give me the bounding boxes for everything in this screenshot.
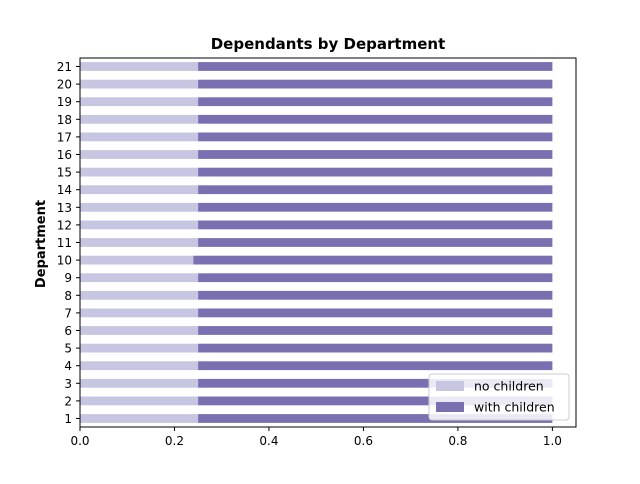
bar-with-children-dept-17 bbox=[198, 132, 553, 142]
y-tick-label-dept-2: 2 bbox=[64, 394, 72, 408]
y-tick-label-dept-17: 17 bbox=[57, 130, 72, 144]
x-tick-label: 0.4 bbox=[259, 434, 278, 448]
bar-no-children-dept-11 bbox=[80, 238, 199, 247]
bar-no-children-dept-18 bbox=[80, 114, 199, 124]
bar-with-children-dept-8 bbox=[198, 290, 553, 300]
bar-no-children-dept-5 bbox=[80, 343, 199, 353]
y-tick-label-dept-11: 11 bbox=[57, 236, 72, 250]
bar-no-children-dept-4 bbox=[80, 361, 199, 371]
bar-no-children-dept-17 bbox=[80, 132, 199, 142]
bar-with-children-dept-14 bbox=[198, 185, 553, 195]
bar-with-children-dept-19 bbox=[198, 97, 553, 107]
y-tick-label-dept-18: 18 bbox=[57, 113, 72, 127]
y-tick-label-dept-9: 9 bbox=[64, 271, 72, 285]
y-axis-label: Department bbox=[34, 200, 49, 288]
bar-with-children-dept-20 bbox=[198, 79, 553, 89]
bar-with-children-dept-12 bbox=[198, 220, 553, 230]
bar-with-children-dept-2 bbox=[198, 396, 553, 406]
bar-no-children-dept-12 bbox=[80, 220, 199, 230]
y-tick-label-dept-10: 10 bbox=[57, 254, 72, 268]
legend: no children with children bbox=[428, 373, 570, 421]
bar-with-children-dept-11 bbox=[198, 238, 553, 247]
bar-with-children-dept-13 bbox=[198, 202, 553, 212]
bar-with-children-dept-6 bbox=[198, 326, 553, 335]
bar-no-children-dept-10 bbox=[80, 255, 194, 265]
bar-no-children-dept-19 bbox=[80, 97, 199, 107]
bar-no-children-dept-1 bbox=[80, 414, 199, 423]
bar-with-children-dept-10 bbox=[193, 255, 553, 265]
bar-with-children-dept-3 bbox=[198, 378, 553, 388]
bar-with-children-dept-9 bbox=[198, 273, 553, 283]
bar-no-children-dept-3 bbox=[80, 378, 199, 388]
bar-no-children-dept-7 bbox=[80, 308, 199, 318]
bar-no-children-dept-21 bbox=[80, 62, 199, 71]
y-tick-label-dept-14: 14 bbox=[57, 183, 72, 197]
legend-swatch-no-children bbox=[436, 381, 464, 391]
bar-no-children-dept-2 bbox=[80, 396, 199, 406]
y-tick-label-dept-20: 20 bbox=[57, 78, 72, 92]
legend-swatch-with-children bbox=[436, 402, 464, 412]
bar-with-children-dept-5 bbox=[198, 343, 553, 353]
bar-with-children-dept-16 bbox=[198, 150, 553, 159]
axes-layer: 0.0 0.2 0.4 0.6 0.8 1.01234567891011121314151… bbox=[57, 57, 577, 448]
bar-with-children-dept-7 bbox=[198, 308, 553, 318]
y-tick-label-dept-16: 16 bbox=[57, 148, 72, 162]
x-tick-label: 0.0 bbox=[70, 434, 89, 448]
y-tick-label-dept-5: 5 bbox=[64, 342, 72, 356]
bar-no-children-dept-14 bbox=[80, 185, 199, 195]
bar-no-children-dept-20 bbox=[80, 79, 199, 89]
x-tick-label: 1.0 bbox=[543, 434, 562, 448]
bar-with-children-dept-15 bbox=[198, 167, 553, 177]
y-tick-label-dept-1: 1 bbox=[64, 412, 72, 426]
chart-title: Dependants by Department bbox=[211, 35, 446, 53]
bars-layer bbox=[80, 62, 553, 423]
y-tick-label-dept-21: 21 bbox=[57, 60, 72, 74]
bar-no-children-dept-13 bbox=[80, 202, 199, 212]
bar-no-children-dept-8 bbox=[80, 290, 199, 300]
legend-label-no-children: no children bbox=[474, 379, 544, 394]
x-tick-label: 0.8 bbox=[448, 434, 467, 448]
legend-label-with-children: with children bbox=[474, 400, 555, 415]
y-tick-label-dept-8: 8 bbox=[64, 289, 72, 303]
y-tick-label-dept-15: 15 bbox=[57, 166, 72, 180]
bar-no-children-dept-6 bbox=[80, 326, 199, 335]
bar-with-children-dept-4 bbox=[198, 361, 553, 371]
bar-with-children-dept-21 bbox=[198, 62, 553, 71]
y-tick-label-dept-19: 19 bbox=[57, 95, 72, 109]
bar-no-children-dept-15 bbox=[80, 167, 199, 177]
y-tick-label-dept-3: 3 bbox=[64, 377, 72, 391]
x-tick-label: 0.2 bbox=[165, 434, 184, 448]
bar-with-children-dept-18 bbox=[198, 114, 553, 124]
bar-with-children-dept-1 bbox=[198, 414, 553, 423]
y-tick-label-dept-12: 12 bbox=[57, 218, 72, 232]
bar-no-children-dept-9 bbox=[80, 273, 199, 283]
bar-no-children-dept-16 bbox=[80, 150, 199, 159]
y-tick-label-dept-7: 7 bbox=[64, 306, 72, 320]
y-tick-label-dept-4: 4 bbox=[64, 359, 72, 373]
y-tick-label-dept-13: 13 bbox=[57, 201, 72, 215]
x-tick-label: 0.6 bbox=[354, 434, 373, 448]
y-tick-label-dept-6: 6 bbox=[64, 324, 72, 338]
